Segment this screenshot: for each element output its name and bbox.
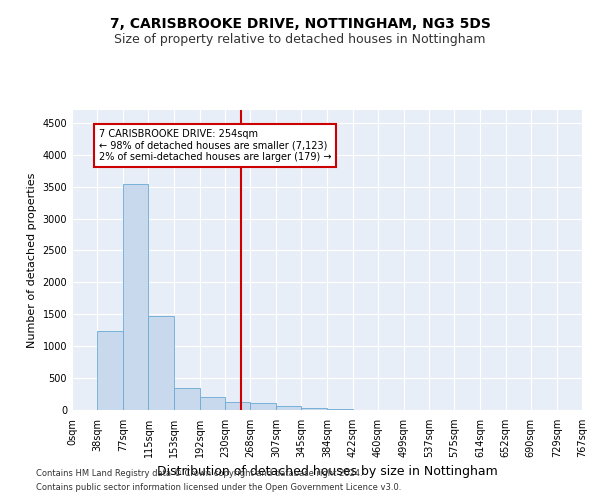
Text: Size of property relative to detached houses in Nottingham: Size of property relative to detached ho… — [114, 32, 486, 46]
Bar — [148, 316, 174, 410]
Bar — [250, 403, 276, 410]
Text: Contains public sector information licensed under the Open Government Licence v3: Contains public sector information licen… — [36, 484, 401, 492]
Bar — [225, 402, 250, 410]
Bar — [174, 388, 200, 410]
Bar — [276, 406, 301, 410]
Text: Contains HM Land Registry data © Crown copyright and database right 2024.: Contains HM Land Registry data © Crown c… — [36, 468, 362, 477]
Bar — [123, 184, 148, 410]
Bar — [301, 408, 328, 410]
Text: 7 CARISBROOKE DRIVE: 254sqm
← 98% of detached houses are smaller (7,123)
2% of s: 7 CARISBROOKE DRIVE: 254sqm ← 98% of det… — [98, 129, 331, 162]
Y-axis label: Number of detached properties: Number of detached properties — [27, 172, 37, 348]
Text: 7, CARISBROOKE DRIVE, NOTTINGHAM, NG3 5DS: 7, CARISBROOKE DRIVE, NOTTINGHAM, NG3 5D… — [110, 18, 490, 32]
Bar — [200, 397, 225, 410]
X-axis label: Distribution of detached houses by size in Nottingham: Distribution of detached houses by size … — [157, 466, 497, 478]
Bar — [97, 332, 123, 410]
